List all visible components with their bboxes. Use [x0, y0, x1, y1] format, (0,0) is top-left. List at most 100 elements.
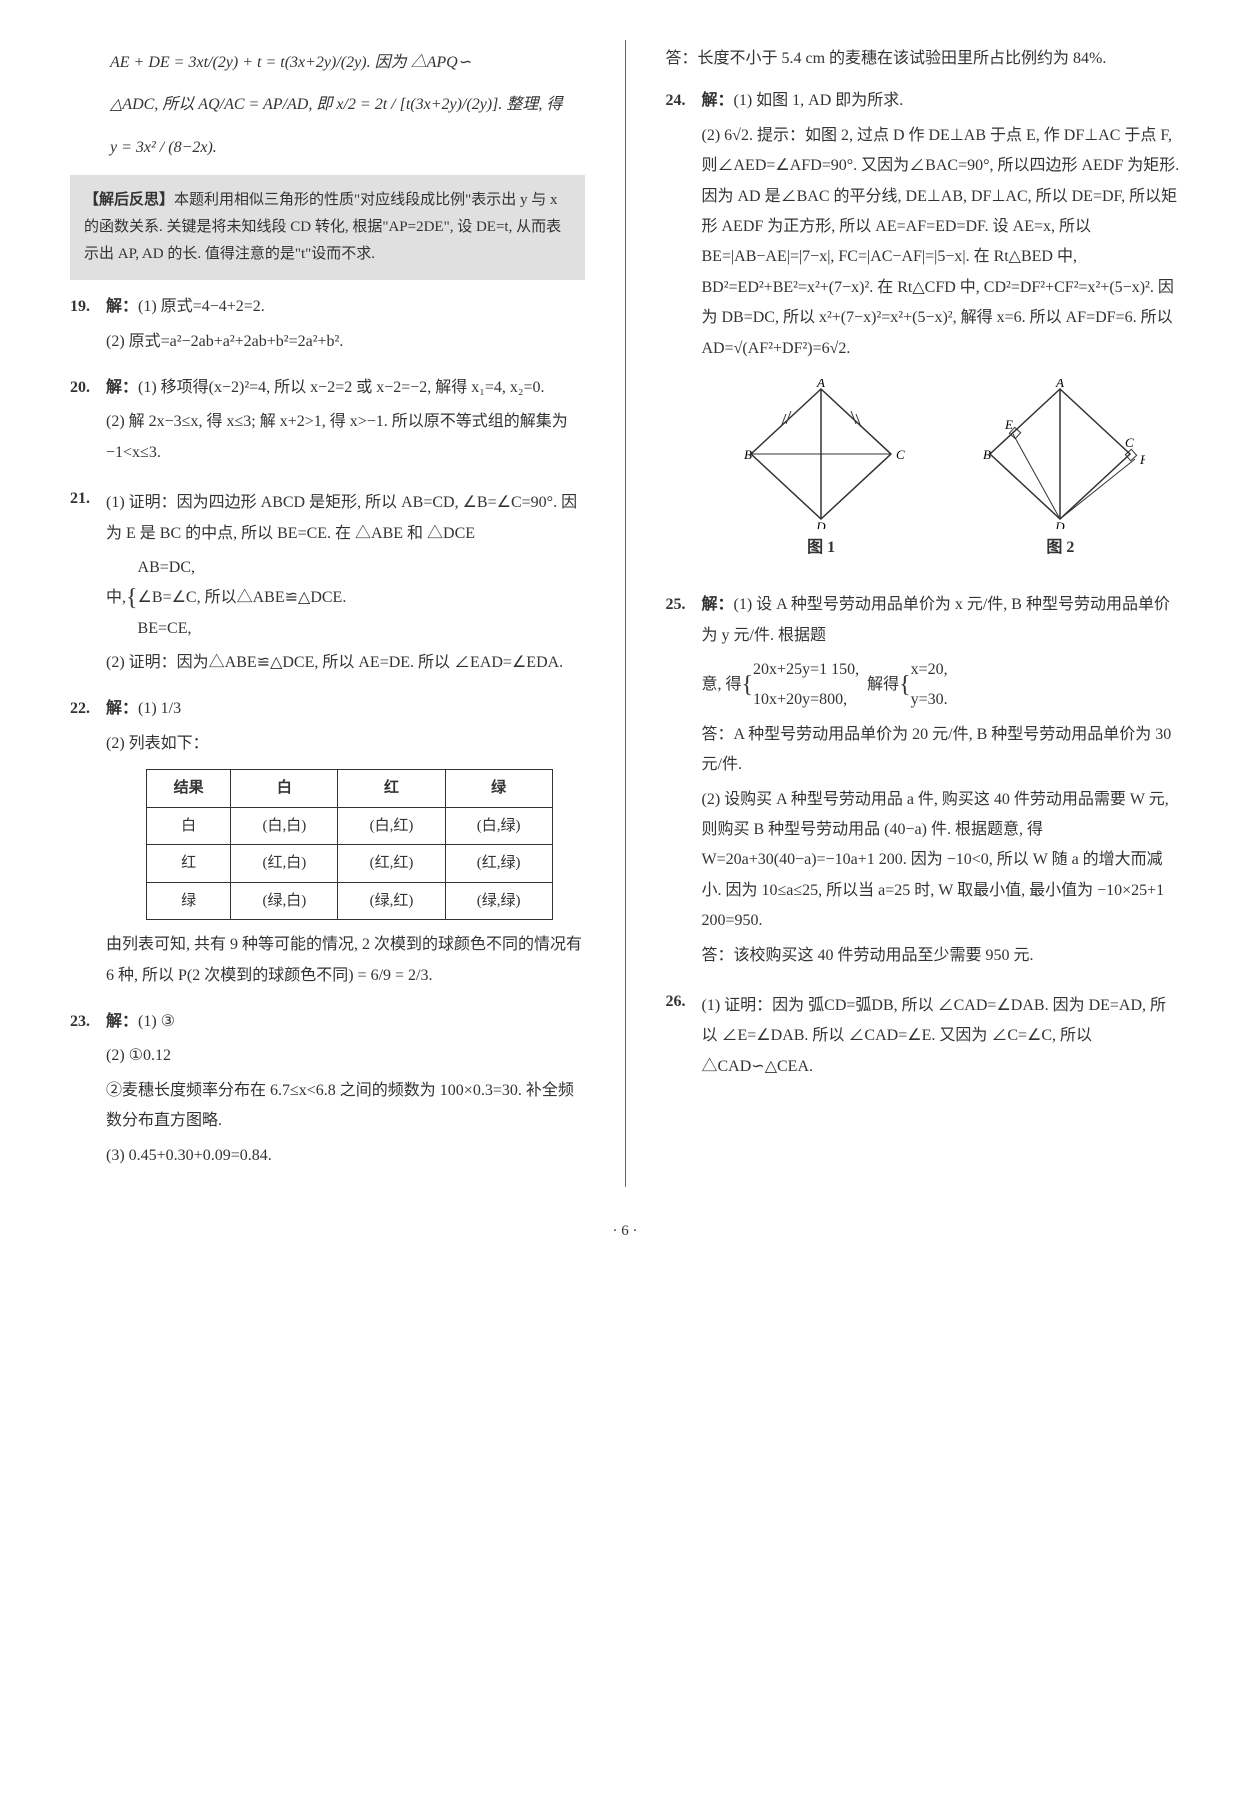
equation-1: AE + DE = 3xt/(2y) + t = t(3x+2y)/(2y). …	[110, 48, 585, 78]
p25-s1e: 解得	[867, 670, 899, 700]
brace-content: x=20, y=30.	[911, 655, 948, 716]
problem-22: 22. 解：(1) 1/3 (2) 列表如下： 结果 白 红 绿 白 (白,白)…	[70, 694, 585, 995]
p23-s3: (3) 0.45+0.30+0.09=0.84.	[106, 1141, 585, 1171]
brace-content: 20x+25y=1 150, 10x+20y=800,	[753, 655, 859, 716]
p19-s1: (1) 原式=4−4+2=2.	[138, 298, 265, 315]
p21-s1a: (1) 证明：因为四边形 ABCD 是矩形, 所以 AB=CD, ∠B=∠C=9…	[106, 488, 585, 549]
problem-num: 26.	[666, 987, 702, 1086]
p25-equation-block: 意, 得 { 20x+25y=1 150, 10x+20y=800, 解得 { …	[702, 655, 1181, 716]
left-brace-icon: {	[742, 663, 754, 709]
problem-num: 20.	[70, 373, 106, 472]
th: 红	[338, 770, 445, 808]
right-column: 答：长度不小于 5.4 cm 的麦穗在该试验田里所占比例约为 84%. 24. …	[656, 40, 1191, 1187]
svg-text:B: B	[744, 447, 752, 462]
td: 红	[147, 845, 231, 883]
td: 绿	[147, 882, 231, 920]
problem-num: 19.	[70, 292, 106, 361]
p19-s2: (2) 原式=a²−2ab+a²+2ab+b²=2a²+b².	[106, 327, 585, 357]
problem-body: (1) 证明：因为四边形 ABCD 是矩形, 所以 AB=CD, ∠B=∠C=9…	[106, 484, 585, 682]
td: (白,绿)	[445, 807, 552, 845]
p25-s1h: 答：A 种型号劳动用品单价为 20 元/件, B 种型号劳动用品单价为 30 元…	[702, 720, 1181, 781]
p23-s2b: ②麦穗长度频率分布在 6.7≤x<6.8 之间的频数为 100×0.3=30. …	[106, 1076, 585, 1137]
solution-label: 解：	[702, 92, 734, 109]
figure-label: 图 1	[736, 533, 906, 563]
reflection-title: 【解后反思】	[84, 192, 174, 208]
th: 结果	[147, 770, 231, 808]
p25-s1a: (1) 设 A 种型号劳动用品单价为 x 元/件, B 种型号劳动用品单价为 y…	[702, 596, 1170, 643]
problem-20: 20. 解：(1) 移项得(x−2)²=4, 所以 x−2=2 或 x−2=−2…	[70, 373, 585, 472]
table-row: 红 (红,白) (红,红) (红,绿)	[147, 845, 553, 883]
p20-s2: (2) 解 2x−3≤x, 得 x≤3; 解 x+2>1, 得 x>−1. 所以…	[106, 407, 585, 468]
right-top: 答：长度不小于 5.4 cm 的麦穗在该试验田里所占比例约为 84%.	[666, 44, 1181, 74]
figures-row: A B C D 图 1	[702, 379, 1181, 563]
eq3-text: y = 3x² / (8−2x).	[110, 139, 217, 156]
solution-label: 解：	[106, 298, 138, 315]
equation-3: y = 3x² / (8−2x).	[110, 133, 585, 163]
svg-text:C: C	[896, 447, 905, 462]
p25-s1d: 10x+20y=800,	[753, 685, 859, 715]
td: (白,白)	[231, 807, 338, 845]
p22-s2-after: 由列表可知, 共有 9 种等可能的情况, 2 次模到的球颜色不同的情况有 6 种…	[106, 930, 585, 991]
problem-body: (1) 证明：因为 弧CD=弧DB, 所以 ∠CAD=∠DAB. 因为 DE=A…	[702, 987, 1181, 1086]
svg-text:C: C	[1125, 435, 1134, 450]
p25-s1b: 意, 得	[702, 670, 742, 700]
problem-21: 21. (1) 证明：因为四边形 ABCD 是矩形, 所以 AB=CD, ∠B=…	[70, 484, 585, 682]
problem-body: 解：(1) 原式=4−4+2=2. (2) 原式=a²−2ab+a²+2ab+b…	[106, 292, 585, 361]
problem-19: 19. 解：(1) 原式=4−4+2=2. (2) 原式=a²−2ab+a²+2…	[70, 292, 585, 361]
problem-body: 解：(1) 设 A 种型号劳动用品单价为 x 元/件, B 种型号劳动用品单价为…	[702, 590, 1181, 975]
problem-body: 解：(1) 移项得(x−2)²=4, 所以 x−2=2 或 x−2=−2, 解得…	[106, 373, 585, 472]
p20-s1: (1) 移项得(x−2)²=4, 所以 x−2=2 或 x−2=−2, 解得 x…	[138, 379, 544, 396]
table-header-row: 结果 白 红 绿	[147, 770, 553, 808]
p25-s1c: 20x+25y=1 150,	[753, 655, 859, 685]
th: 白	[231, 770, 338, 808]
probability-table: 结果 白 红 绿 白 (白,白) (白,红) (白,绿) 红 (红,白)	[146, 769, 553, 920]
p21-s1e: BE=CE,	[138, 614, 347, 644]
p21-s1b: 中,	[106, 583, 126, 613]
column-divider	[625, 40, 626, 1187]
td: 白	[147, 807, 231, 845]
eq1-text: AE + DE = 3xt/(2y) + t = t(3x+2y)/(2y). …	[110, 54, 471, 71]
problem-body: 解：(1) ③ (2) ①0.12 ②麦穗长度频率分布在 6.7≤x<6.8 之…	[106, 1007, 585, 1175]
p24-s2: (2) 6√2. 提示：如图 2, 过点 D 作 DE⊥AB 于点 E, 作 D…	[702, 121, 1181, 364]
table-row: 绿 (绿,白) (绿,红) (绿,绿)	[147, 882, 553, 920]
problem-24: 24. 解：(1) 如图 1, AD 即为所求. (2) 6√2. 提示：如图 …	[666, 86, 1181, 578]
left-brace-icon: {	[899, 663, 911, 709]
p24-s1: (1) 如图 1, AD 即为所求.	[734, 92, 904, 109]
td: (绿,白)	[231, 882, 338, 920]
td: (红,红)	[338, 845, 445, 883]
table-row: 白 (白,白) (白,红) (白,绿)	[147, 807, 553, 845]
problem-body: 解：(1) 如图 1, AD 即为所求. (2) 6√2. 提示：如图 2, 过…	[702, 86, 1181, 578]
problem-num: 21.	[70, 484, 106, 682]
figure-2: A B C D E F 图 2	[975, 379, 1145, 563]
svg-text:D: D	[815, 519, 826, 529]
left-brace-icon: {	[126, 576, 138, 622]
eq2-text: △ADC, 所以 AQ/AC = AP/AD, 即 x/2 = 2t / [t(…	[110, 96, 562, 113]
problem-num: 25.	[666, 590, 702, 975]
svg-text:F: F	[1139, 452, 1145, 467]
p22-s1: (1) 1/3	[138, 700, 181, 717]
problem-num: 23.	[70, 1007, 106, 1175]
p25-s1f: x=20,	[911, 655, 948, 685]
p21-brace-block: 中, { AB=DC, ∠B=∠C, 所以△ABE≌△DCE. BE=CE,	[106, 553, 585, 644]
svg-text:E: E	[1004, 417, 1013, 432]
svg-text:B: B	[983, 447, 991, 462]
p23-s1: (1) ③	[138, 1013, 175, 1030]
td: (红,白)	[231, 845, 338, 883]
solution-label: 解：	[106, 700, 138, 717]
td: (红,绿)	[445, 845, 552, 883]
problem-num: 24.	[666, 86, 702, 578]
page-number: · 6 ·	[60, 1217, 1190, 1246]
p21-s2: (2) 证明：因为△ABE≌△DCE, 所以 AE=DE. 所以 ∠EAD=∠E…	[106, 648, 585, 678]
p23-s2a: (2) ①0.12	[106, 1041, 585, 1071]
problem-25: 25. 解：(1) 设 A 种型号劳动用品单价为 x 元/件, B 种型号劳动用…	[666, 590, 1181, 975]
p21-s1d: ∠B=∠C, 所以△ABE≌△DCE.	[138, 583, 347, 613]
p25-s2: (2) 设购买 A 种型号劳动用品 a 件, 购买这 40 件劳动用品需要 W …	[702, 785, 1181, 937]
brace-content: AB=DC, ∠B=∠C, 所以△ABE≌△DCE. BE=CE,	[138, 553, 347, 644]
td: (绿,红)	[338, 882, 445, 920]
figure1-svg: A B C D	[736, 379, 906, 529]
solution-label: 解：	[702, 596, 734, 613]
solution-label: 解：	[106, 1013, 138, 1030]
td: (白,红)	[338, 807, 445, 845]
left-column: AE + DE = 3xt/(2y) + t = t(3x+2y)/(2y). …	[60, 40, 595, 1187]
svg-text:D: D	[1055, 519, 1066, 529]
